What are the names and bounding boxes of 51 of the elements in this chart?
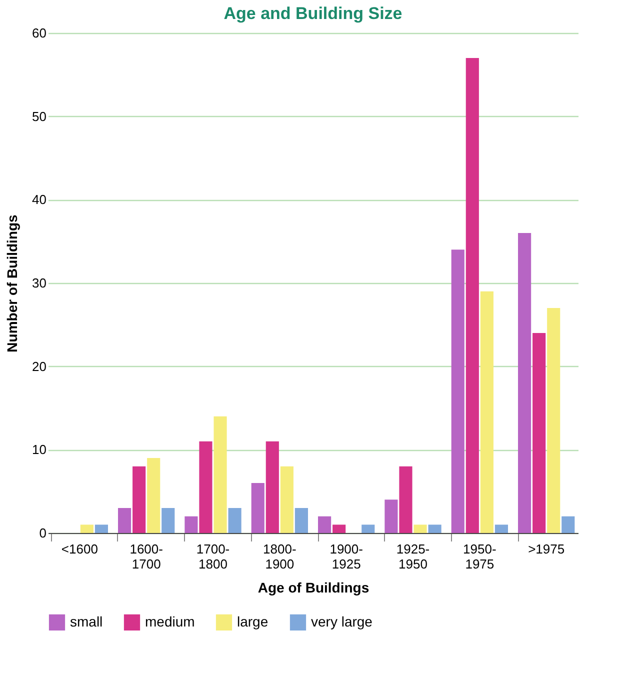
y-tick-label: 20 bbox=[32, 358, 46, 374]
chart-title: Age and Building Size bbox=[224, 4, 402, 23]
y-axis-title: Number of Buildings bbox=[4, 214, 20, 352]
legend-label: large bbox=[237, 613, 268, 630]
y-tick-label: 60 bbox=[32, 26, 46, 40]
y-tick-label: 10 bbox=[32, 442, 46, 458]
bar bbox=[466, 58, 479, 533]
bar bbox=[214, 416, 227, 533]
bar bbox=[547, 308, 560, 533]
x-tick-label: <1600 bbox=[61, 542, 98, 556]
legend-label: small bbox=[70, 613, 103, 630]
y-tick-label: 40 bbox=[32, 192, 46, 208]
bar bbox=[494, 524, 508, 533]
bar bbox=[132, 466, 146, 533]
bar bbox=[451, 250, 464, 533]
legend-label: very large bbox=[311, 613, 373, 630]
x-tick-label: 1950- 1975 bbox=[463, 542, 496, 572]
bar bbox=[318, 516, 332, 533]
bar bbox=[94, 524, 108, 533]
x-tick-label: 1600- 1700 bbox=[130, 542, 163, 572]
bar bbox=[399, 466, 412, 533]
bar bbox=[362, 524, 375, 533]
bar bbox=[414, 524, 427, 533]
bar bbox=[266, 441, 279, 533]
bar bbox=[162, 508, 175, 533]
bar bbox=[428, 524, 442, 533]
x-tick-label: 1700- 1800 bbox=[196, 542, 230, 572]
legend-label: medium bbox=[145, 613, 195, 630]
bar bbox=[199, 441, 212, 533]
bar bbox=[384, 500, 398, 533]
bar bbox=[80, 524, 94, 533]
y-tick-label: 50 bbox=[32, 108, 46, 124]
bar bbox=[147, 458, 160, 533]
bar bbox=[280, 466, 294, 533]
bar bbox=[332, 524, 346, 533]
y-tick-label: 30 bbox=[32, 276, 46, 290]
x-axis-title: Age of Buildings bbox=[258, 580, 370, 596]
bar bbox=[480, 291, 494, 533]
bar bbox=[562, 516, 575, 533]
bar bbox=[118, 508, 132, 533]
bar bbox=[532, 333, 546, 533]
x-tick-label: 1900- 1925 bbox=[330, 542, 363, 572]
bar bbox=[294, 508, 308, 533]
bar bbox=[251, 483, 264, 533]
bar bbox=[228, 508, 242, 533]
y-tick-label: 0 bbox=[39, 526, 46, 540]
x-tick-label: 1925- 1950 bbox=[396, 542, 430, 572]
bar bbox=[184, 516, 198, 533]
bar bbox=[518, 233, 532, 533]
x-tick-label: >1975 bbox=[528, 542, 565, 556]
x-tick-label: 1800- 1900 bbox=[263, 542, 296, 572]
